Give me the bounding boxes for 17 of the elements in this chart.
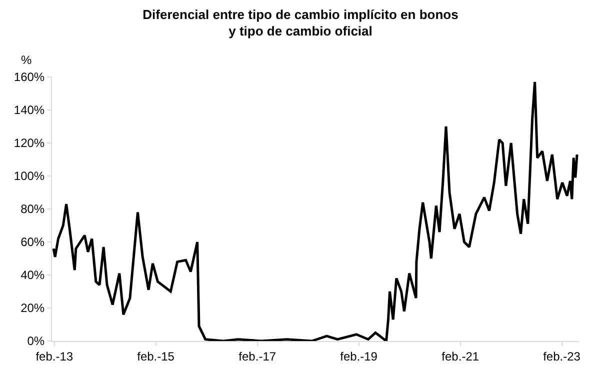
x-tick-label: feb.-23 <box>543 349 581 364</box>
x-tick-label: feb.-15 <box>137 349 175 364</box>
chart-title: Diferencial entre tipo de cambio implícito en bonos y tipo de cambio oficial <box>142 6 458 39</box>
x-tick-label: feb.-17 <box>238 349 276 364</box>
y-tick-label: 80% <box>20 202 45 216</box>
y-tick-label: 140% <box>14 103 45 118</box>
y-tick-label: 120% <box>14 136 45 150</box>
y-axis-title: % <box>21 53 32 67</box>
y-tick-label: 0% <box>27 334 45 348</box>
y-tick-label: 20% <box>20 301 45 316</box>
y-tick-label: 40% <box>20 268 45 282</box>
y-tick-label: 60% <box>20 235 45 250</box>
x-tick-label: feb.-19 <box>340 349 378 364</box>
x-tick-label: feb.-13 <box>36 349 74 364</box>
y-tick-label: 100% <box>14 169 45 184</box>
x-tick-label: feb.-21 <box>442 349 480 364</box>
y-tick-label: 160% <box>14 70 45 84</box>
